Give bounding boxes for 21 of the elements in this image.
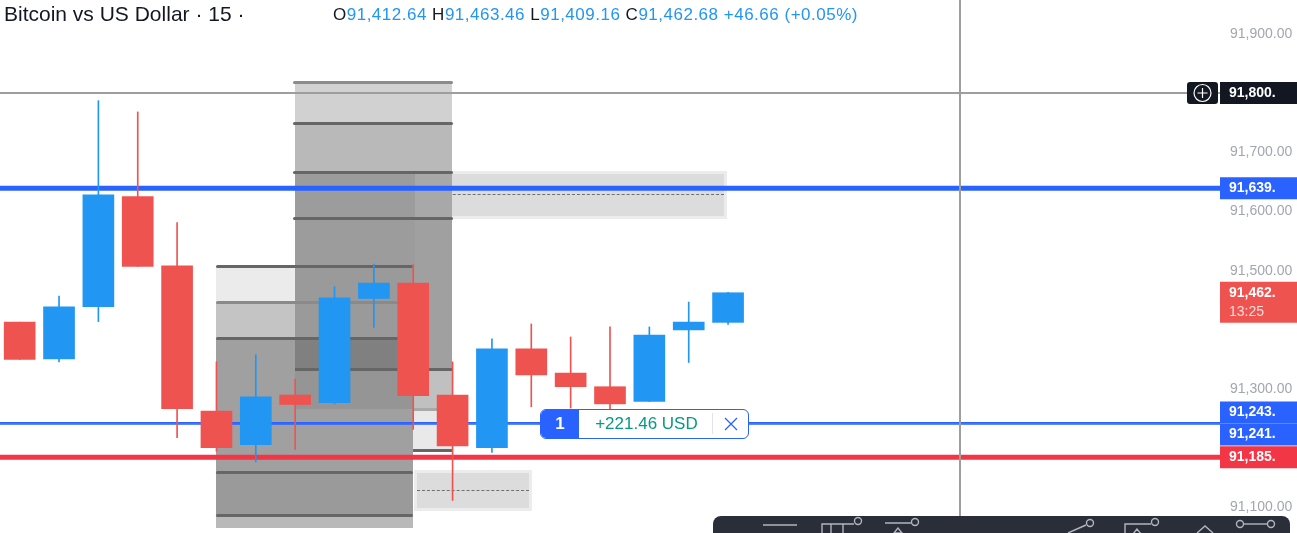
annotation: 1 — [555, 414, 565, 435]
text: 13:25 — [1229, 302, 1265, 319]
candlestick — [358, 263, 390, 328]
ref-line-label: 91,800. — [1229, 83, 1276, 100]
y-tick-label: 91,300.00 — [1230, 379, 1293, 396]
y-tick-label: 91,100.00 — [1230, 498, 1293, 515]
y-tick-label: 91,900.00 — [1230, 24, 1293, 41]
y-tick-label: 91,600.00 — [1230, 202, 1293, 219]
text: 91,462. — [1229, 283, 1276, 300]
text: O91,412.64 H91,463.46 L91,409.16 C91,462.68 +46.66 (+0.05%) — [333, 5, 858, 24]
y-tick-label: 91,500.00 — [1230, 261, 1293, 278]
ref-line-label: 91,243. — [1229, 403, 1276, 420]
candlestick — [594, 326, 626, 410]
ref-line-label: 91,639. — [1229, 179, 1276, 196]
ref-line-label: 91,241. — [1229, 425, 1276, 442]
candlestick — [672, 301, 705, 363]
annotation: +221.46 USD — [595, 414, 698, 435]
candlestick — [279, 378, 311, 450]
y-tick-label: 91,700.00 — [1230, 143, 1293, 160]
ref-line-label: 91,185. — [1229, 448, 1276, 465]
chart-title: Bitcoin vs US Dollar · 15 · — [4, 1, 245, 27]
